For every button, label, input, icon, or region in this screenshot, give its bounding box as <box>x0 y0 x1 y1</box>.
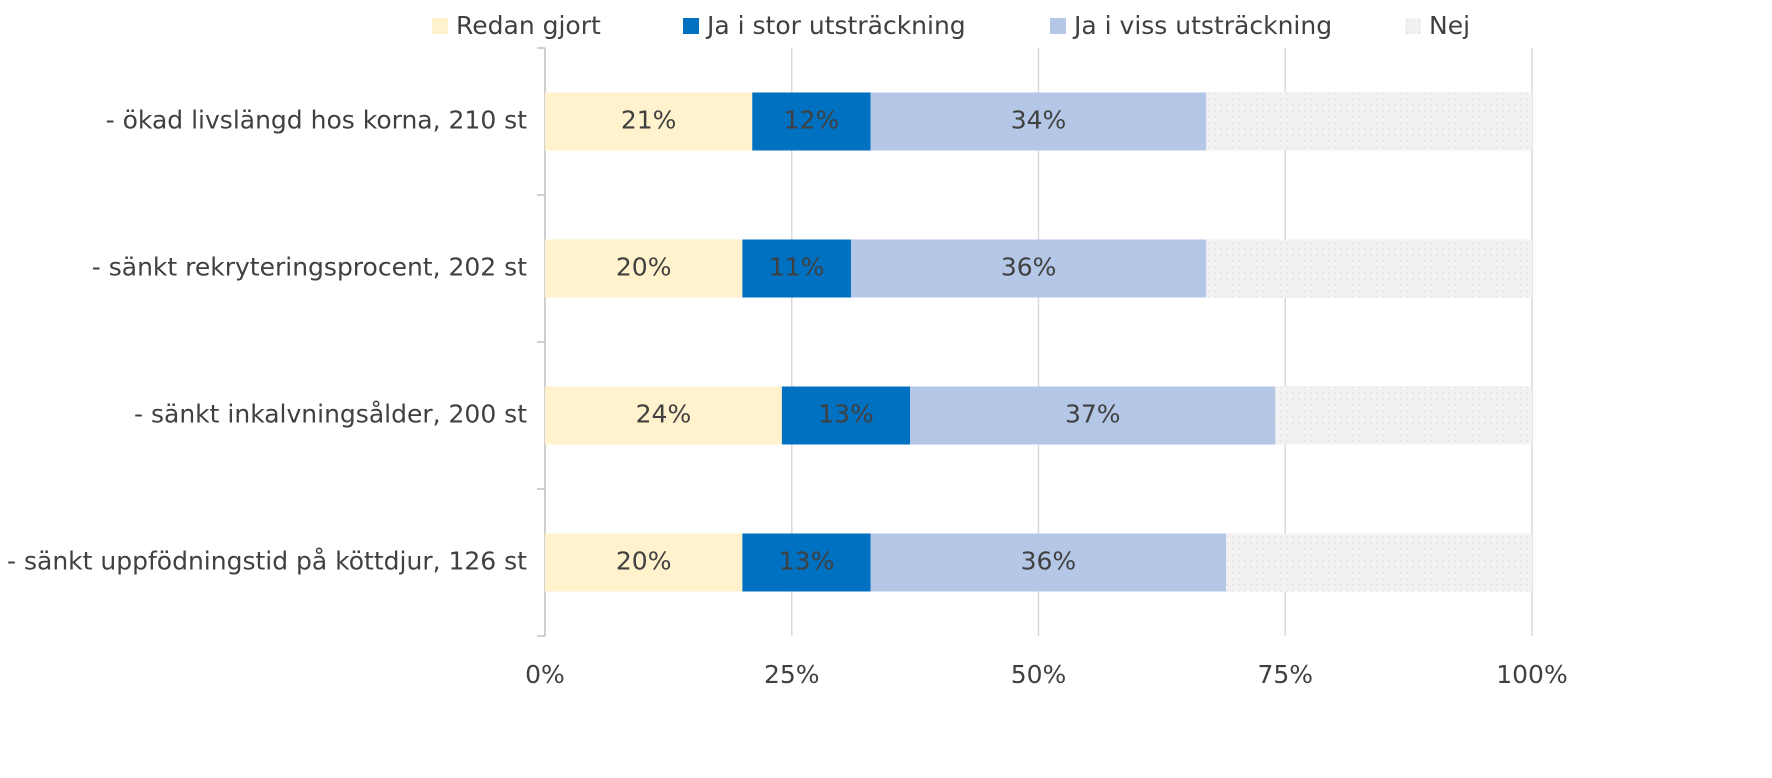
data-label: 13% <box>818 400 874 429</box>
data-label: 12% <box>784 106 840 135</box>
bar-segment <box>742 533 871 592</box>
data-label: 11% <box>769 253 825 282</box>
bar-segment <box>545 92 753 151</box>
legend-label: Redan gjort <box>456 11 601 40</box>
y-tick-label: - sänkt rekryteringsprocent, 202 st <box>92 253 527 282</box>
bar-segment <box>1275 386 1532 445</box>
legend-swatch <box>432 18 448 34</box>
data-label: 36% <box>1021 547 1077 576</box>
legend-swatch <box>1050 18 1066 34</box>
legend-label: Ja i viss utsträckning <box>1072 11 1332 40</box>
y-tick-label: - ökad livslängd hos korna, 210 st <box>106 106 528 135</box>
bar-segment <box>781 386 911 445</box>
bar-segment <box>1206 239 1532 298</box>
legend-swatch <box>1405 18 1421 34</box>
bar-segment <box>752 92 871 151</box>
x-tick-label: 25% <box>764 660 820 689</box>
x-tick-label: 50% <box>1011 660 1067 689</box>
legend-swatch <box>683 18 699 34</box>
legend-label: Ja i stor utsträckning <box>705 11 966 40</box>
bar-segment <box>870 92 1207 151</box>
bar-segment <box>742 239 851 298</box>
bar-segment <box>545 533 743 592</box>
data-label: 13% <box>779 547 835 576</box>
legend-label: Nej <box>1429 11 1470 40</box>
bar-segment <box>870 533 1227 592</box>
data-label: 20% <box>616 547 672 576</box>
y-tick-label: - sänkt uppfödningstid på köttdjur, 126 … <box>7 547 527 576</box>
data-label: 20% <box>616 253 672 282</box>
data-label: 21% <box>621 106 677 135</box>
bar-segment <box>545 239 743 298</box>
bar-segment <box>1226 533 1532 592</box>
x-tick-label: 75% <box>1257 660 1313 689</box>
data-label: 24% <box>636 400 692 429</box>
bar-segment <box>910 386 1276 445</box>
bar-segment <box>545 386 782 445</box>
bar-segment <box>850 239 1207 298</box>
data-label: 34% <box>1011 106 1067 135</box>
y-tick-label: - sänkt inkalvningsålder, 200 st <box>134 400 527 429</box>
bar-segment <box>1206 92 1532 151</box>
data-label: 37% <box>1065 400 1121 429</box>
x-tick-label: 100% <box>1496 660 1567 689</box>
data-label: 36% <box>1001 253 1057 282</box>
x-tick-label: 0% <box>525 660 565 689</box>
